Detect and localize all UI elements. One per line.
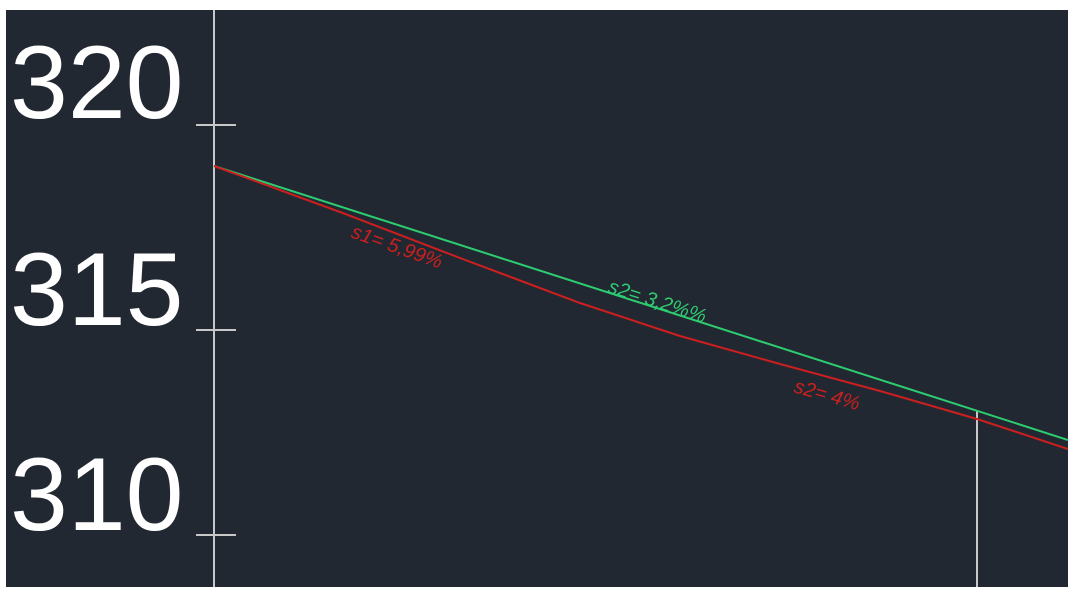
axis-label-315: 315 — [10, 232, 184, 348]
axis-label-320: 320 — [10, 25, 184, 141]
design-profile-line[interactable] — [213, 165, 1068, 441]
model-space — [6, 10, 1068, 587]
terrain-profile-line[interactable] — [213, 165, 1068, 450]
axis-label-310: 310 — [10, 437, 184, 553]
